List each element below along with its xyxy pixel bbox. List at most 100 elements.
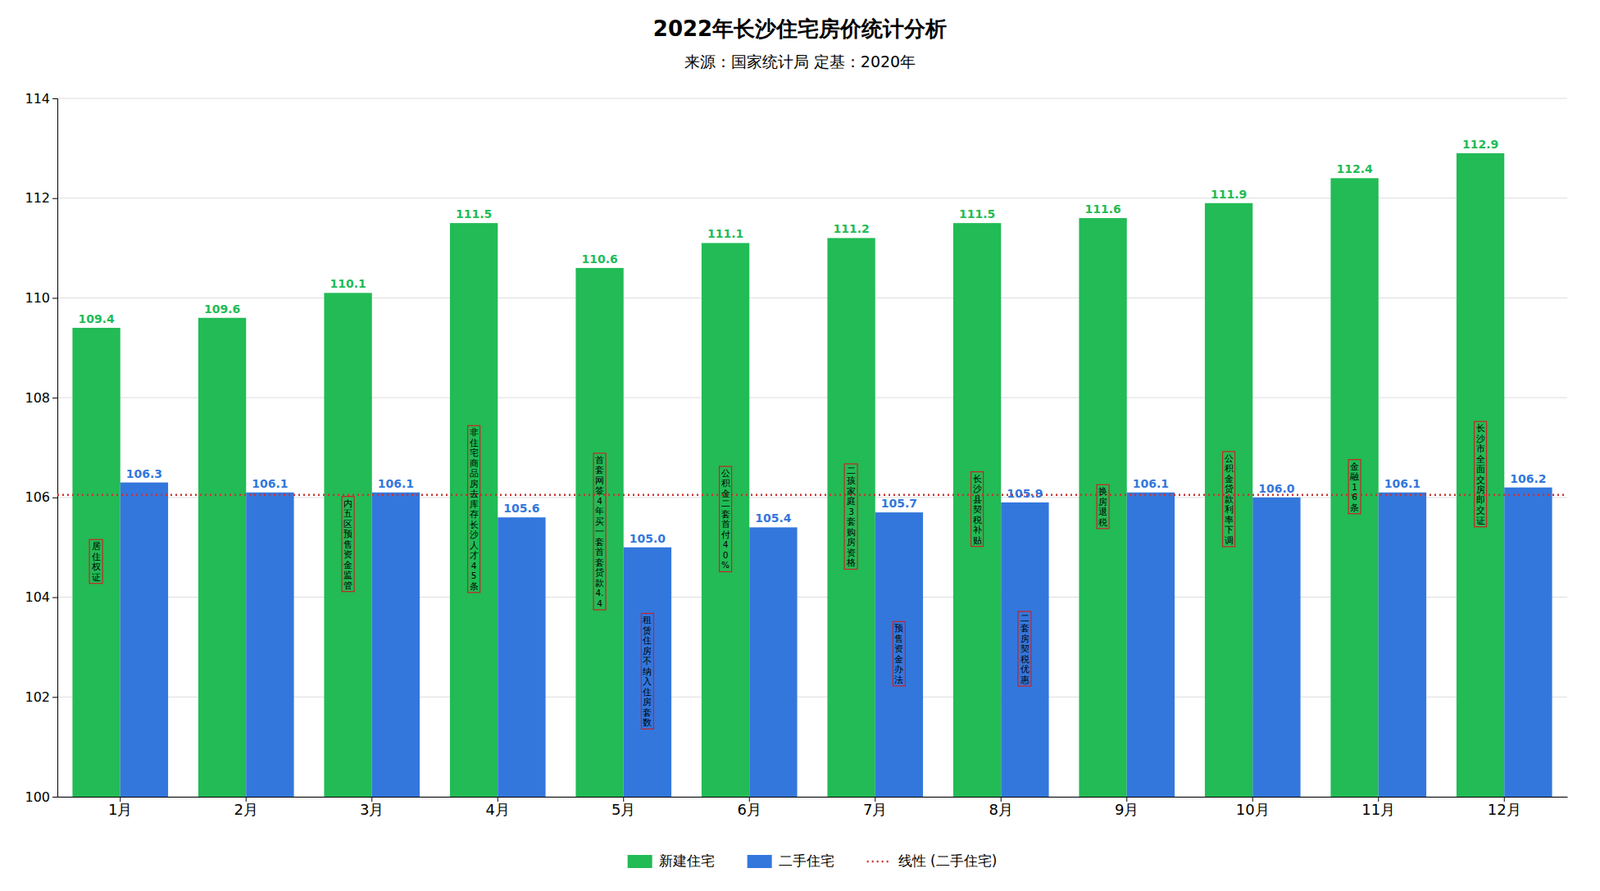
annotation-line: 优: [1020, 663, 1030, 674]
x-tick-label: 2月: [234, 800, 259, 819]
y-tick-mark: [52, 198, 58, 200]
x-tick-label: 11月: [1361, 800, 1396, 819]
legend-label: 线性 (二手住宅): [898, 852, 998, 869]
annotation-text: 内五区预售资金监管: [343, 498, 353, 591]
annotation-line: 4: [471, 560, 478, 571]
annotation-line: 商: [469, 458, 479, 469]
bar: [120, 482, 169, 797]
annotation-line: %: [721, 559, 730, 570]
annotation-line: 房: [469, 478, 479, 489]
bar: [575, 268, 623, 797]
annotation-line: 补: [972, 524, 982, 535]
annotation-box: [1096, 484, 1110, 529]
annotation-line: 6: [1351, 491, 1358, 502]
annotation-line: 人: [469, 540, 479, 550]
annotation-line: 房: [1020, 633, 1030, 644]
annotation-text: 金融16条: [1350, 461, 1360, 513]
annotation-line: 1: [1351, 481, 1358, 492]
annotation-line: 首: [721, 518, 731, 529]
annotation: 租赁住房不纳入住房套数: [640, 613, 654, 729]
annotation-line: 房: [642, 696, 652, 707]
annotation-line: 住: [91, 551, 101, 562]
annotation: 首套网签4年买一套首套贷款4.4: [593, 453, 606, 610]
bar: [1204, 203, 1253, 797]
annotation-box: [971, 472, 984, 547]
data-label: 112.4: [1336, 162, 1373, 176]
annotation-line: 换: [1098, 486, 1108, 496]
annotation-line: 积: [721, 477, 731, 488]
annotation-line: 二: [846, 465, 856, 476]
annotation-line: 五: [343, 508, 353, 519]
annotation-line: 4.: [595, 587, 605, 598]
annotation-line: 签: [595, 485, 605, 496]
x-tick-label: 1月: [108, 800, 132, 819]
legend-item: 线性 (二手住宅): [867, 852, 998, 869]
bar: [827, 237, 875, 797]
y-tick-label: 104: [24, 589, 50, 605]
bar: [1127, 492, 1175, 797]
annotation-line: 首: [595, 546, 605, 557]
data-label: 106.3: [126, 467, 163, 481]
y-tick: 100: [24, 789, 58, 805]
plot-area: [57, 153, 1568, 797]
x-tick: 3月: [359, 796, 384, 819]
annotation-line: 贴: [972, 535, 982, 546]
annotation-line: 内: [343, 498, 353, 509]
legend-swatch: [747, 854, 773, 869]
y-tick-label: 110: [24, 290, 50, 306]
annotation-line: 长: [1476, 422, 1486, 433]
annotation-line: 家: [846, 486, 856, 496]
subtitle: 来源：国家统计局 定基：2020年: [684, 52, 916, 71]
annotation-line: 预: [343, 528, 353, 539]
data-label: 106.1: [251, 477, 288, 491]
annotation-line: 0: [722, 550, 729, 560]
annotation-line: 数: [642, 717, 652, 728]
x-tick: 7月: [863, 796, 887, 819]
annotation-box: [89, 539, 103, 584]
y-tick: 112: [24, 190, 58, 206]
chart-svg: 2022年长沙住宅房价统计分析来源：国家统计局 定基：2020年10010210…: [0, 0, 1600, 891]
title: 2022年长沙住宅房价统计分析: [653, 16, 947, 41]
annotation: 长沙县契税补贴: [971, 472, 984, 547]
x-tick: 5月: [611, 796, 636, 819]
x-tick: 10月: [1236, 796, 1270, 819]
annotation-text: 二孩家庭3套购房资格: [845, 465, 856, 569]
legend-item: 新建住宅: [627, 852, 715, 869]
y-tick: 102: [24, 689, 58, 705]
annotation-line: 4: [596, 598, 603, 609]
data-label: 105.0: [629, 531, 667, 546]
data-label: 111.1: [707, 227, 744, 241]
bar: [1000, 502, 1049, 797]
annotation-line: 公: [721, 468, 731, 478]
annotation-line: 存: [469, 509, 479, 519]
annotation-line: 售: [894, 633, 904, 644]
x-tick-label: 10月: [1236, 800, 1270, 819]
y-tick-mark: [52, 98, 58, 100]
y-tick: 106: [24, 489, 58, 505]
annotation-line: 资: [846, 547, 856, 558]
y-tick-label: 100: [24, 789, 50, 805]
bar: [497, 517, 546, 797]
annotation-line: 沙: [972, 483, 982, 494]
annotation-line: 孩: [846, 475, 856, 486]
x-tick-label: 5月: [611, 800, 636, 819]
annotation-line: 5: [471, 570, 478, 581]
y-tick: 114: [24, 90, 58, 107]
x-tick-label: 6月: [737, 800, 762, 819]
legend-item: 二手住宅: [747, 852, 835, 869]
annotation-line: 税: [1020, 654, 1030, 664]
annotation-box: [468, 425, 481, 593]
annotation-line: 房: [1476, 484, 1486, 495]
data-label: 111.5: [455, 207, 492, 221]
annotation-line: 二: [1020, 613, 1030, 623]
bar-series: [72, 153, 1505, 797]
x-tick-label: 12月: [1487, 800, 1522, 819]
x-tick-label: 8月: [989, 800, 1014, 819]
annotation-line: 权: [90, 561, 101, 572]
annotation-line: 县: [972, 494, 982, 505]
annotation-text: 二套房契税优惠: [1019, 613, 1030, 685]
annotation-line: 年: [595, 505, 605, 516]
bar: [875, 512, 923, 797]
annotation-line: 款: [1224, 494, 1234, 505]
data-label: 112.9: [1462, 137, 1499, 151]
